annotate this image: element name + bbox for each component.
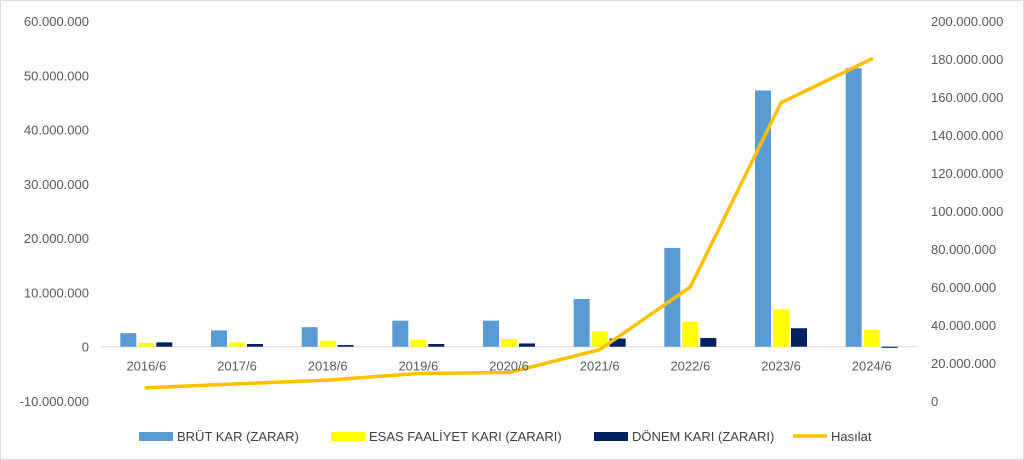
bar (410, 339, 427, 347)
left-axis-tick-label: 20.000.000 (24, 231, 89, 246)
legend-swatch (331, 432, 365, 441)
bar (700, 338, 717, 347)
bar (229, 342, 245, 347)
right-axis-tick-label: 180.000.000 (931, 52, 1003, 67)
line-series-group (144, 57, 874, 390)
bar (519, 343, 535, 347)
legend-swatch (139, 432, 173, 441)
bar (301, 327, 318, 347)
legend-label: BRÜT KAR (ZARAR) (177, 429, 299, 444)
right-axis-tick-label: 80.000.000 (931, 242, 996, 257)
bar (573, 298, 590, 347)
bar (483, 320, 499, 347)
category-label: 2017/6 (217, 359, 257, 374)
left-axis: -10.000.000 0 10.000.000 20.000.000 30.000.0… (20, 14, 89, 409)
category-label: 2021/6 (580, 359, 620, 374)
bar (138, 342, 155, 347)
legend-swatch (594, 432, 628, 441)
category-label: 2018/6 (308, 359, 348, 374)
right-axis-tick-label: 0 (931, 394, 938, 409)
category-label: 2024/6 (852, 359, 892, 374)
category-label: 2020/6 (489, 359, 529, 374)
category-label: 2023/6 (761, 359, 801, 374)
legend-label: Hasılat (831, 429, 872, 444)
bar (392, 320, 409, 347)
right-axis-tick-label: 200.000.000 (931, 14, 1003, 29)
left-axis-tick-label: -10.000.000 (20, 394, 89, 409)
right-axis-tick-label: 120.000.000 (931, 166, 1003, 181)
left-axis-tick-label: 50.000.000 (24, 68, 89, 83)
left-axis-tick-label: 10.000.000 (24, 285, 89, 300)
right-axis-tick-label: 20.000.000 (931, 356, 996, 371)
category-label: 2019/6 (398, 359, 438, 374)
bar (845, 68, 862, 347)
bar (337, 345, 354, 347)
legend-label: ESAS FAALİYET KARI (ZARARI) (369, 429, 562, 444)
bar (247, 344, 263, 347)
right-axis-tick-label: 100.000.000 (931, 204, 1003, 219)
category-label: 2016/6 (126, 359, 166, 374)
bar (863, 329, 880, 347)
bar (211, 330, 227, 347)
bar (501, 339, 517, 347)
left-axis-tick-label: 0 (82, 340, 89, 355)
bar (156, 342, 173, 347)
right-axis-tick-label: 40.000.000 (931, 318, 996, 333)
bar (428, 344, 445, 347)
legend-label: DÖNEM KARI (ZARARI) (632, 429, 774, 444)
bar (664, 247, 681, 347)
right-axis-tick-label: 140.000.000 (931, 128, 1003, 143)
bar (591, 331, 608, 347)
bar (120, 333, 137, 347)
right-axis: 0 20.000.000 40.000.000 60.000.000 80.000.00… (931, 14, 1003, 409)
bar (609, 338, 626, 347)
bar (881, 346, 898, 348)
left-axis-tick-label: 30.000.000 (24, 177, 89, 192)
left-axis-tick-label: 60.000.000 (24, 14, 89, 29)
right-axis-tick-label: 160.000.000 (931, 90, 1003, 105)
category-label: 2022/6 (670, 359, 710, 374)
bar (319, 340, 336, 347)
category-labels: 2016/6 2017/6 2018/6 2019/6 2020/6 2021/6 2022… (126, 359, 891, 374)
bar-series-group (120, 68, 898, 348)
left-axis-tick-label: 40.000.000 (24, 123, 89, 138)
bar (755, 90, 771, 347)
right-axis-tick-label: 60.000.000 (931, 280, 996, 295)
bar (682, 321, 699, 347)
bar (773, 309, 789, 347)
legend: BRÜT KAR (ZARAR) ESAS FAALİYET KARI (ZARA… (139, 429, 872, 444)
bar (791, 328, 807, 347)
